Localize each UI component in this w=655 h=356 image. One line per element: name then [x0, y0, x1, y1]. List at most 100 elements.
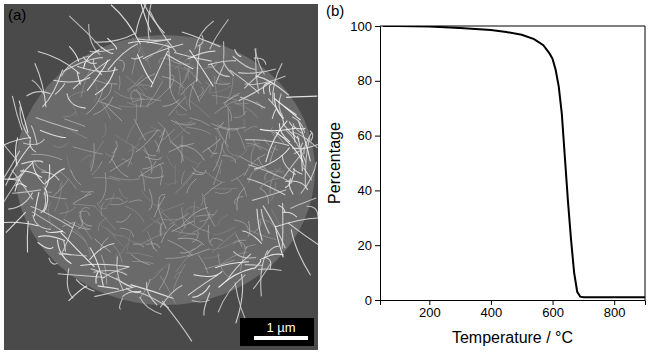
sem-fiber	[218, 215, 228, 226]
sem-fiber	[112, 158, 129, 177]
sem-fiber	[8, 192, 32, 209]
sem-fiber	[187, 127, 210, 134]
sem-fiber	[105, 104, 122, 121]
sem-fiber	[147, 232, 153, 246]
sem-fiber	[215, 190, 232, 194]
sem-fiber	[142, 233, 166, 244]
sem-fiber	[81, 212, 93, 226]
sem-fiber	[132, 47, 141, 74]
sem-fiber	[15, 162, 33, 191]
sem-fiber	[81, 68, 91, 98]
sem-fiber	[31, 125, 37, 145]
sem-fiber	[198, 87, 204, 98]
sem-fiber	[253, 264, 270, 289]
sem-fiber	[220, 106, 231, 109]
sem-fiber	[93, 97, 112, 115]
sem-fiber	[171, 142, 183, 161]
sem-fiber	[269, 84, 273, 95]
sem-fiber	[74, 230, 90, 257]
sem-fiber	[236, 128, 245, 149]
sem-fiber	[159, 164, 162, 185]
sem-fiber	[168, 44, 170, 88]
sem-fiber	[38, 242, 54, 248]
y-tick-label: 0	[365, 293, 372, 308]
sem-fiber	[176, 120, 191, 133]
sem-fiber	[68, 92, 86, 99]
sem-fiber	[26, 92, 50, 96]
sem-fiber	[172, 230, 196, 234]
sem-fiber	[290, 198, 316, 208]
sem-fiber	[225, 76, 233, 105]
sem-fiber	[140, 297, 162, 314]
sem-fiber	[38, 52, 80, 74]
x-tick-label: 200	[419, 305, 441, 320]
sem-fiber	[211, 136, 217, 158]
sem-fiber	[240, 156, 265, 168]
sem-fiber	[226, 129, 229, 144]
y-tick: 20	[358, 238, 380, 253]
sem-fiber	[185, 68, 189, 78]
sem-fiber	[110, 201, 128, 205]
sem-fiber	[274, 169, 284, 172]
sem-fiber	[122, 159, 132, 164]
sem-fiber	[12, 96, 22, 130]
sem-fiber	[108, 44, 138, 70]
sem-fiber	[55, 181, 62, 212]
sem-fiber	[34, 160, 46, 171]
sem-fiber	[12, 190, 41, 193]
sem-fiber	[189, 82, 194, 109]
sem-fiber	[150, 268, 163, 281]
sem-fiber	[198, 254, 208, 273]
sem-fiber	[43, 194, 67, 199]
sem-fiber	[275, 218, 318, 227]
sem-fiber	[205, 82, 211, 92]
sem-fiber	[81, 190, 91, 192]
sem-fiber	[143, 150, 156, 156]
sem-fiber	[242, 231, 261, 244]
sem-fiber	[116, 214, 130, 222]
sem-fiber	[252, 190, 286, 201]
sem-fiber	[61, 56, 89, 76]
sem-fiber	[172, 143, 184, 148]
sem-fiber	[167, 156, 175, 169]
y-tick-label: 100	[350, 19, 372, 34]
y-tick-label: 40	[358, 183, 372, 198]
sem-fiber	[243, 119, 245, 130]
sem-fiber	[98, 217, 107, 231]
sem-fiber	[244, 72, 262, 89]
sem-fiber	[147, 88, 169, 106]
sem-fiber	[214, 76, 217, 105]
sem-fiber	[131, 90, 135, 103]
sem-fiber	[97, 202, 107, 208]
y-tick-mark	[375, 245, 380, 246]
sem-fiber	[211, 63, 230, 76]
sem-fiber	[171, 75, 174, 86]
sem-fiber	[125, 253, 152, 257]
sem-fiber	[218, 129, 229, 146]
sem-fiber	[235, 196, 244, 204]
sem-fiber	[208, 147, 217, 153]
sem-fiber	[120, 298, 123, 310]
sem-fiber	[38, 236, 65, 241]
y-axis-title: Percentage	[326, 122, 343, 204]
sem-fiber	[197, 35, 203, 46]
sem-fiber	[188, 249, 209, 257]
sem-fiber	[183, 161, 202, 185]
sem-fiber	[101, 47, 113, 54]
sem-fiber	[255, 76, 288, 95]
y-axis-line	[375, 27, 381, 301]
sem-fiber	[93, 80, 118, 85]
sem-fiber	[196, 215, 214, 217]
sem-fiber	[69, 46, 78, 61]
sem-fiber	[173, 264, 185, 292]
sem-fiber	[223, 60, 234, 76]
sem-bundle	[15, 35, 315, 305]
plot-area	[383, 26, 645, 297]
x-tick: 800	[604, 300, 626, 320]
sem-fiber	[64, 202, 68, 217]
sem-fiber	[237, 188, 245, 211]
sem-fiber	[208, 85, 232, 93]
sem-fiber	[257, 209, 262, 241]
sem-fiber	[255, 49, 265, 75]
sem-fiber	[106, 193, 113, 207]
